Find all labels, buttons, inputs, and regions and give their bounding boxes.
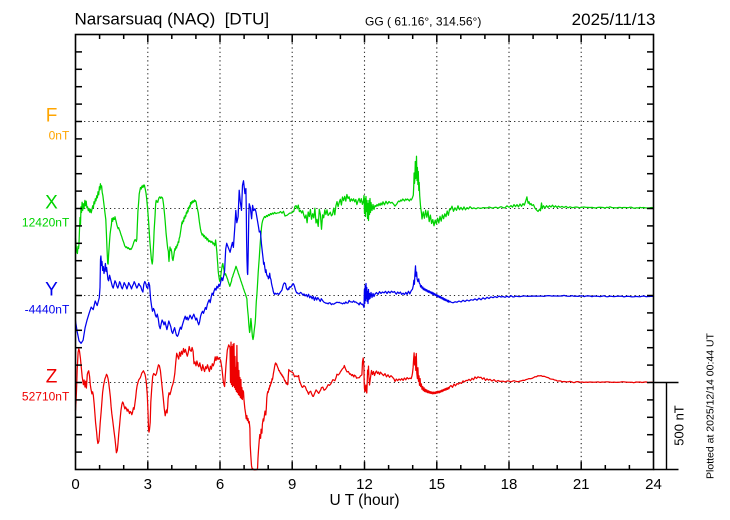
svg-text:52710nT: 52710nT <box>22 390 70 404</box>
svg-text:X: X <box>45 193 58 214</box>
svg-text:18: 18 <box>501 476 518 493</box>
svg-text:12420nT: 12420nT <box>22 216 70 230</box>
svg-text:2025/11/13: 2025/11/13 <box>572 10 656 29</box>
svg-text:Y: Y <box>45 280 58 301</box>
svg-text:Z: Z <box>46 367 58 388</box>
svg-text:Narsarsuaq (NAQ) [DTU]: Narsarsuaq (NAQ) [DTU] <box>75 10 270 29</box>
svg-text:U T (hour): U T (hour) <box>329 492 399 509</box>
svg-text:F: F <box>46 106 58 127</box>
svg-text:GG ( 61.16°, 314.56°): GG ( 61.16°, 314.56°) <box>365 15 481 29</box>
svg-text:3: 3 <box>144 476 152 493</box>
svg-text:Plotted at 2025/12/14 00:44 UT: Plotted at 2025/12/14 00:44 UT <box>705 332 717 479</box>
svg-text:24: 24 <box>645 476 662 493</box>
svg-text:0: 0 <box>71 476 79 493</box>
svg-text:500 nT: 500 nT <box>672 405 687 446</box>
svg-text:0nT: 0nT <box>49 129 70 143</box>
svg-text:-4440nT: -4440nT <box>25 303 70 317</box>
svg-text:12: 12 <box>356 476 373 493</box>
svg-text:9: 9 <box>288 476 296 493</box>
svg-text:15: 15 <box>428 476 445 493</box>
svg-text:21: 21 <box>573 476 590 493</box>
svg-text:6: 6 <box>216 476 224 493</box>
